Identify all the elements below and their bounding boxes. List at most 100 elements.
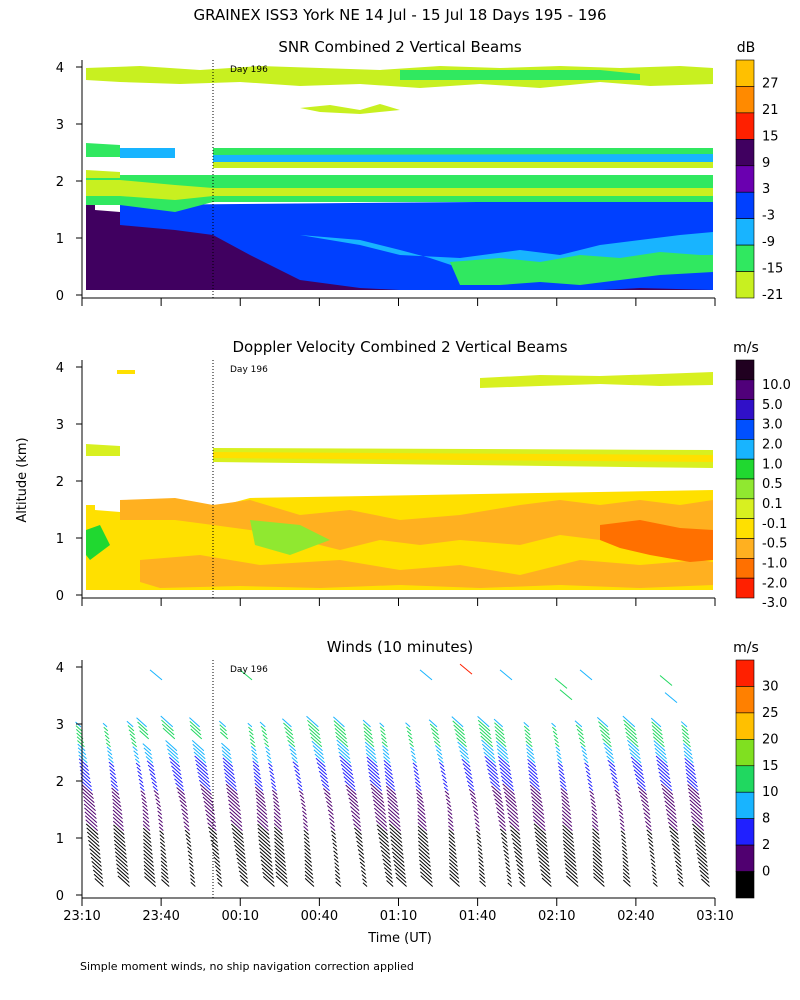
wind-barb <box>657 763 670 776</box>
wind-barb <box>362 882 368 887</box>
wind-barb <box>526 755 536 764</box>
wind-barb <box>81 784 94 796</box>
wind-barb <box>228 803 242 816</box>
wind-barb <box>201 792 214 804</box>
snr-colorbar-label: -21 <box>762 288 783 303</box>
wind-barb <box>665 808 677 819</box>
wind-barb <box>477 842 482 847</box>
snr-y-tick-label: 0 <box>56 289 64 304</box>
wind-barb <box>420 875 434 887</box>
wind-barb <box>449 873 460 883</box>
wind-barb <box>226 787 239 800</box>
wind-barb <box>639 795 649 804</box>
wind-barb <box>151 781 158 788</box>
wind-barb <box>505 866 511 871</box>
winds-day-marker-label: Day 196 <box>230 665 268 675</box>
wind-barb <box>648 842 654 847</box>
wind-barb <box>339 759 353 772</box>
wind-barb <box>259 721 266 728</box>
wind-barb <box>190 878 196 883</box>
doppler-layer-top-speckle <box>117 370 135 374</box>
wind-barb <box>677 873 684 879</box>
wind-barb <box>222 761 234 772</box>
wind-barb <box>667 817 678 827</box>
wind-barb <box>684 757 695 768</box>
wind-barb <box>692 823 705 835</box>
wind-barb <box>474 822 480 827</box>
wind-barb <box>383 756 391 764</box>
wind-barb <box>319 775 329 784</box>
doppler-colorbar-label: -1.0 <box>762 556 787 571</box>
wind-barb <box>517 872 525 879</box>
wind-barb <box>698 865 709 875</box>
wind-barb <box>412 762 418 768</box>
wind-barb <box>113 824 125 835</box>
wind-barb <box>448 840 456 847</box>
winds-colorbar-label: 0 <box>762 865 770 880</box>
winds-colorbar-swatch <box>735 739 755 767</box>
wind-barb <box>651 725 663 736</box>
wind-barb <box>498 759 511 772</box>
wind-barb <box>350 806 360 816</box>
wind-barb <box>147 764 155 772</box>
wind-barb <box>333 716 345 728</box>
wind-barb <box>604 746 614 756</box>
wind-barb <box>377 832 389 843</box>
wind-barb <box>254 786 265 796</box>
wind-barb <box>592 824 599 831</box>
wind-barb <box>91 861 103 871</box>
wind-barb <box>691 815 704 827</box>
wind-barb <box>297 786 303 792</box>
doppler-colorbar-swatch <box>735 379 755 400</box>
wind-barb <box>275 871 288 883</box>
wind-barb <box>457 741 468 752</box>
wind-barb <box>297 782 303 788</box>
wind-barb <box>81 780 93 792</box>
wind-barb <box>153 790 159 796</box>
wind-barb <box>557 762 564 768</box>
wind-barb <box>269 774 275 780</box>
wind-barb <box>221 750 232 760</box>
doppler-colorbar-swatch <box>735 399 755 420</box>
wind-barb <box>590 802 597 808</box>
wind-barb <box>219 720 227 728</box>
wind-barb <box>222 753 233 764</box>
wind-barb <box>329 822 335 827</box>
wind-barb <box>467 784 475 792</box>
wind-barb <box>660 783 674 796</box>
wind-barb <box>142 831 152 839</box>
wind-barb <box>265 746 270 752</box>
wind-barb <box>610 772 618 780</box>
wind-barb <box>451 716 464 728</box>
wind-barb <box>334 870 341 875</box>
doppler-colorbar-swatch <box>735 439 755 460</box>
wind-barb <box>616 798 622 804</box>
winds-panel-title: Winds (10 minutes) <box>327 638 474 656</box>
wind-barb <box>592 828 600 835</box>
wind-barb <box>390 839 404 851</box>
wind-barb <box>311 740 323 752</box>
wind-barb <box>303 837 310 843</box>
snr-colorbar-label: 15 <box>762 129 779 144</box>
wind-barb <box>78 758 89 768</box>
wind-barb <box>418 848 431 859</box>
wind-barb <box>390 835 403 847</box>
doppler-layer-orange-1 <box>120 498 713 550</box>
wind-barb <box>287 739 296 748</box>
wind-barb <box>269 770 275 776</box>
footnote: Simple moment winds, no ship navigation … <box>80 960 414 973</box>
wind-barb <box>335 735 349 748</box>
wind-barb <box>695 848 708 859</box>
wind-barb <box>479 731 493 744</box>
wind-barb <box>445 794 450 800</box>
wind-barb <box>141 798 147 804</box>
snr-layer-yellow-top <box>86 180 713 200</box>
wind-barb <box>262 876 275 887</box>
wind-barb <box>138 778 144 784</box>
wind-barb <box>315 757 326 768</box>
wind-barb <box>469 793 477 800</box>
snr-colorbar-swatch <box>735 244 755 272</box>
wind-barb <box>198 775 211 788</box>
wind-barb <box>304 870 314 879</box>
wind-barb <box>262 734 268 740</box>
